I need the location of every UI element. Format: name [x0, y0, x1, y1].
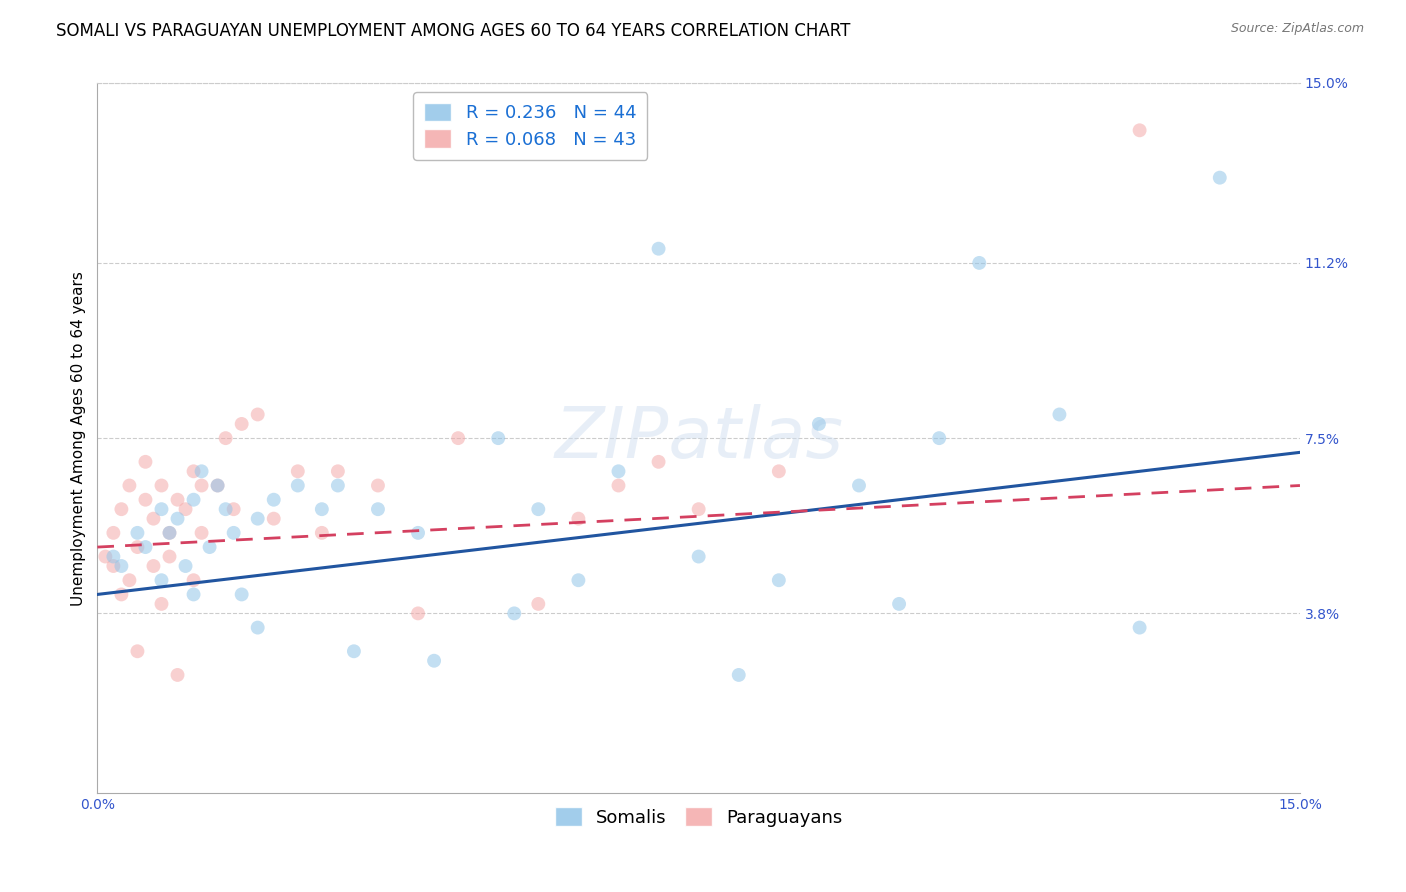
- Point: [183, 464, 205, 478]
- Text: ZIPatlas: ZIPatlas: [554, 404, 844, 473]
- Point: [807, 417, 830, 431]
- Point: [159, 525, 181, 540]
- Point: [110, 559, 132, 574]
- Point: [367, 478, 389, 492]
- Point: [103, 559, 125, 574]
- Point: [607, 478, 630, 492]
- Point: [1129, 123, 1152, 137]
- Point: [928, 431, 950, 445]
- Point: [150, 573, 173, 587]
- Point: [447, 431, 470, 445]
- Point: [231, 587, 253, 601]
- Point: [367, 502, 389, 516]
- Point: [222, 502, 245, 516]
- Point: [527, 597, 550, 611]
- Point: [183, 587, 205, 601]
- Point: [768, 464, 790, 478]
- Point: [174, 559, 197, 574]
- Point: [190, 464, 212, 478]
- Point: [110, 587, 132, 601]
- Point: [1129, 621, 1152, 635]
- Point: [311, 502, 333, 516]
- Point: [688, 549, 710, 564]
- Point: [222, 525, 245, 540]
- Point: [207, 478, 229, 492]
- Point: [142, 511, 165, 525]
- Point: [150, 502, 173, 516]
- Point: [647, 455, 669, 469]
- Point: [198, 540, 221, 554]
- Point: [127, 540, 149, 554]
- Point: [727, 668, 749, 682]
- Point: [406, 607, 429, 621]
- Point: [142, 559, 165, 574]
- Point: [486, 431, 509, 445]
- Point: [967, 256, 990, 270]
- Point: [166, 511, 188, 525]
- Point: [287, 464, 309, 478]
- Point: [134, 455, 156, 469]
- Point: [1209, 170, 1232, 185]
- Point: [94, 549, 117, 564]
- Point: [246, 408, 269, 422]
- Point: [214, 502, 236, 516]
- Point: [848, 478, 870, 492]
- Point: [190, 478, 212, 492]
- Point: [768, 573, 790, 587]
- Point: [567, 573, 589, 587]
- Point: [159, 549, 181, 564]
- Point: [343, 644, 366, 658]
- Point: [159, 525, 181, 540]
- Point: [134, 540, 156, 554]
- Point: [174, 502, 197, 516]
- Point: [183, 573, 205, 587]
- Point: [567, 511, 589, 525]
- Point: [246, 511, 269, 525]
- Point: [311, 525, 333, 540]
- Point: [103, 525, 125, 540]
- Point: [166, 668, 188, 682]
- Point: [127, 525, 149, 540]
- Y-axis label: Unemployment Among Ages 60 to 64 years: Unemployment Among Ages 60 to 64 years: [72, 270, 86, 606]
- Point: [887, 597, 910, 611]
- Point: [183, 492, 205, 507]
- Point: [150, 478, 173, 492]
- Point: [110, 502, 132, 516]
- Point: [231, 417, 253, 431]
- Point: [127, 644, 149, 658]
- Point: [326, 478, 349, 492]
- Legend: Somalis, Paraguayans: Somalis, Paraguayans: [547, 800, 849, 834]
- Point: [103, 549, 125, 564]
- Point: [246, 621, 269, 635]
- Point: [118, 573, 141, 587]
- Point: [503, 607, 526, 621]
- Text: Source: ZipAtlas.com: Source: ZipAtlas.com: [1230, 22, 1364, 36]
- Point: [647, 242, 669, 256]
- Point: [263, 511, 285, 525]
- Point: [287, 478, 309, 492]
- Point: [423, 654, 446, 668]
- Text: SOMALI VS PARAGUAYAN UNEMPLOYMENT AMONG AGES 60 TO 64 YEARS CORRELATION CHART: SOMALI VS PARAGUAYAN UNEMPLOYMENT AMONG …: [56, 22, 851, 40]
- Point: [150, 597, 173, 611]
- Point: [263, 492, 285, 507]
- Point: [190, 525, 212, 540]
- Point: [607, 464, 630, 478]
- Point: [688, 502, 710, 516]
- Point: [207, 478, 229, 492]
- Point: [406, 525, 429, 540]
- Point: [214, 431, 236, 445]
- Point: [1049, 408, 1071, 422]
- Point: [527, 502, 550, 516]
- Point: [134, 492, 156, 507]
- Point: [326, 464, 349, 478]
- Point: [166, 492, 188, 507]
- Point: [118, 478, 141, 492]
